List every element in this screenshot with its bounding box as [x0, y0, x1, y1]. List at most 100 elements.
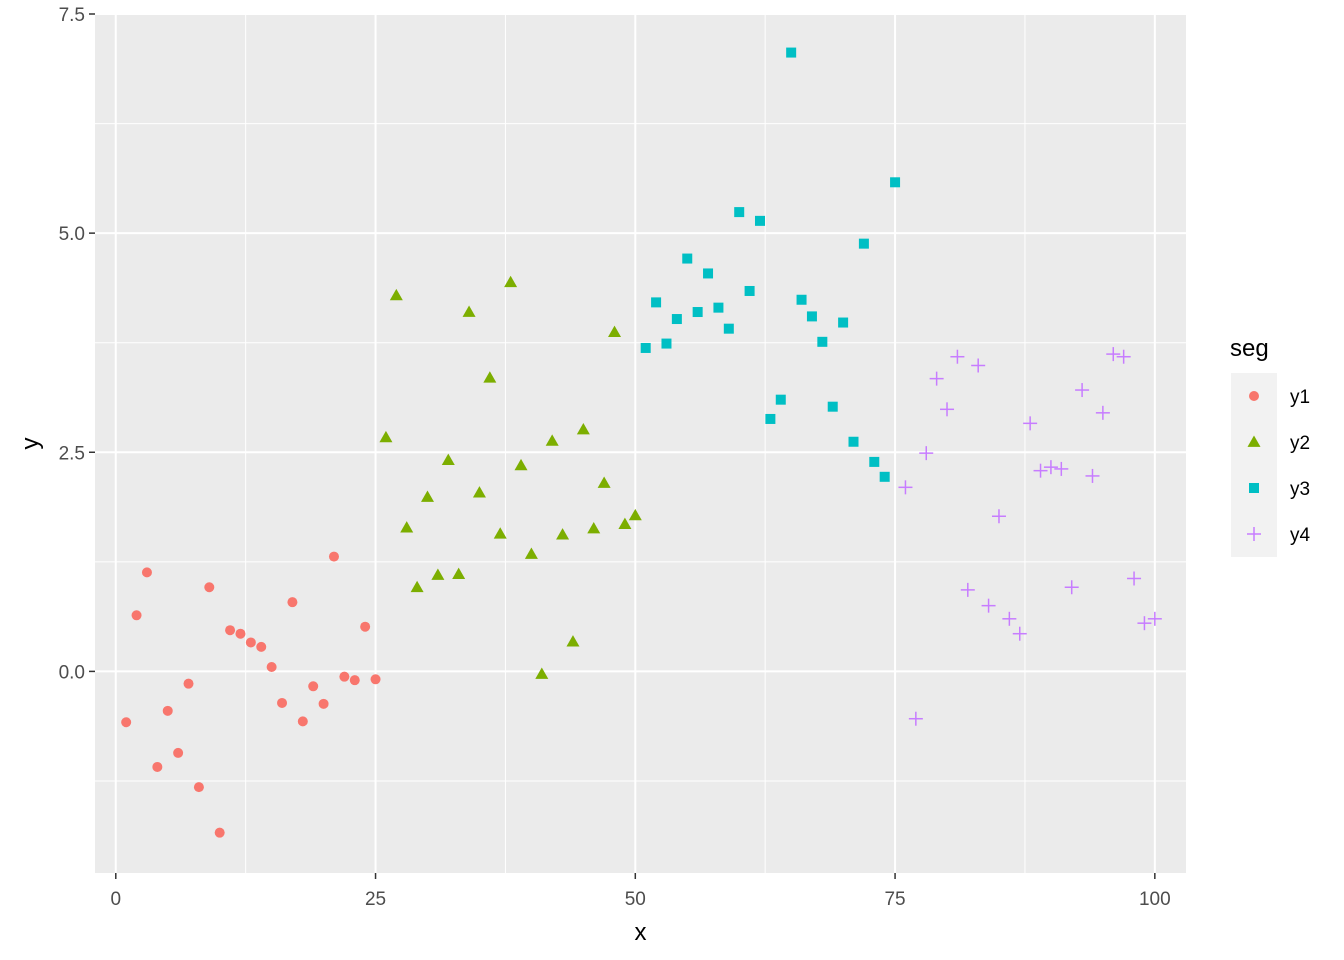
data-point-y3	[640, 342, 651, 353]
data-point-y1	[193, 782, 204, 793]
data-point-y2	[587, 522, 601, 534]
data-point-y2	[628, 508, 642, 521]
data-point-y3	[765, 413, 776, 424]
data-point-y2	[493, 527, 507, 539]
data-point-y3	[838, 317, 849, 328]
data-point-y2	[545, 434, 559, 446]
data-point-y2	[483, 371, 497, 383]
x-tick-label: 75	[884, 889, 905, 910]
data-point-y3	[723, 323, 734, 334]
data-point-y1	[297, 716, 308, 727]
data-point-y1	[225, 625, 236, 636]
data-point-y1	[235, 628, 246, 639]
legend-label-y1: y1	[1290, 387, 1310, 408]
data-point-y2	[566, 635, 580, 647]
data-point-y4	[1033, 463, 1048, 478]
data-point-y3	[661, 338, 672, 349]
data-point-y2	[618, 517, 632, 530]
data-point-y1	[131, 610, 142, 621]
data-point-y4	[1106, 347, 1121, 362]
data-point-y2	[472, 486, 486, 498]
data-point-y3	[651, 297, 662, 308]
data-point-y4	[929, 371, 944, 386]
y-tick-label: 0.0	[59, 662, 85, 683]
data-point-y1	[162, 705, 173, 716]
legend-label-y3: y3	[1290, 479, 1310, 500]
data-point-y3	[890, 177, 901, 188]
data-point-y4	[1116, 349, 1131, 364]
data-point-y2	[441, 453, 455, 466]
data-point-y3	[786, 47, 797, 58]
y-axis-title: y	[17, 438, 44, 450]
data-point-y4	[1023, 416, 1038, 431]
data-point-y1	[245, 637, 256, 648]
data-point-y1	[266, 662, 277, 673]
data-point-y3	[671, 314, 682, 325]
data-point-y3	[734, 207, 745, 218]
legend: seg y1 y2 y3 y4	[1230, 335, 1311, 557]
data-point-y1	[349, 675, 360, 686]
data-point-y2	[608, 325, 622, 338]
data-point-y4	[908, 711, 923, 726]
data-point-y1	[256, 641, 267, 652]
data-point-y1	[318, 698, 329, 709]
data-point-y4	[1043, 460, 1058, 475]
data-point-y4	[960, 582, 975, 597]
legend-symbol-y4	[1247, 527, 1261, 541]
data-point-y2	[514, 458, 528, 471]
x-axis-title: x	[635, 919, 647, 946]
data-point-y3	[796, 294, 807, 305]
data-point-y4	[1002, 611, 1017, 626]
data-point-y4	[1127, 571, 1142, 586]
data-point-y2	[400, 521, 414, 533]
data-point-y3	[692, 307, 703, 318]
data-point-y3	[869, 456, 880, 467]
data-point-y4	[1147, 611, 1162, 626]
data-point-y2	[389, 288, 403, 301]
legend-label-y4: y4	[1290, 525, 1311, 546]
data-point-y1	[141, 567, 152, 578]
data-point-y3	[848, 436, 859, 447]
data-point-y2	[597, 476, 611, 488]
data-point-y2	[535, 667, 549, 679]
data-point-y2	[524, 547, 538, 559]
data-point-y4	[950, 349, 965, 364]
data-point-y3	[879, 471, 890, 482]
data-point-y2	[576, 422, 590, 435]
data-point-y3	[713, 302, 724, 313]
data-point-y1	[339, 671, 350, 682]
data-point-y4	[1137, 616, 1152, 631]
x-tick-label: 50	[625, 889, 646, 910]
data-point-y1	[121, 717, 132, 728]
x-tick-label: 25	[365, 889, 386, 910]
data-point-y2	[504, 275, 518, 288]
data-point-y4	[1012, 626, 1027, 641]
data-point-y4	[898, 480, 913, 495]
data-point-y4	[1064, 580, 1079, 595]
x-tick-label: 100	[1139, 889, 1171, 910]
data-point-y1	[152, 761, 163, 772]
data-point-y4	[981, 598, 996, 613]
data-point-y3	[827, 401, 838, 412]
legend-title: seg	[1230, 335, 1269, 362]
data-point-y3	[744, 285, 755, 296]
data-point-y3	[754, 215, 765, 226]
data-point-y2	[556, 528, 570, 540]
data-point-y4	[971, 358, 986, 373]
legend-symbol-y3	[1249, 483, 1259, 493]
data-point-y2	[379, 430, 393, 443]
data-point-y4	[940, 402, 955, 417]
data-point-y1	[287, 597, 298, 608]
data-point-y3	[703, 268, 714, 279]
data-point-y4	[1054, 461, 1069, 476]
data-point-y4	[919, 446, 934, 461]
axes: 0 25 50 75 100 0.0 2.5 5.0 7.5	[59, 5, 1171, 910]
y-tick-label: 7.5	[59, 5, 85, 26]
panel-background	[95, 14, 1186, 873]
data-point-y2	[410, 580, 424, 593]
data-point-y3	[775, 394, 786, 405]
data-point-y2	[420, 490, 434, 502]
legend-symbol-y2	[1247, 435, 1261, 447]
data-point-y3	[682, 253, 693, 264]
